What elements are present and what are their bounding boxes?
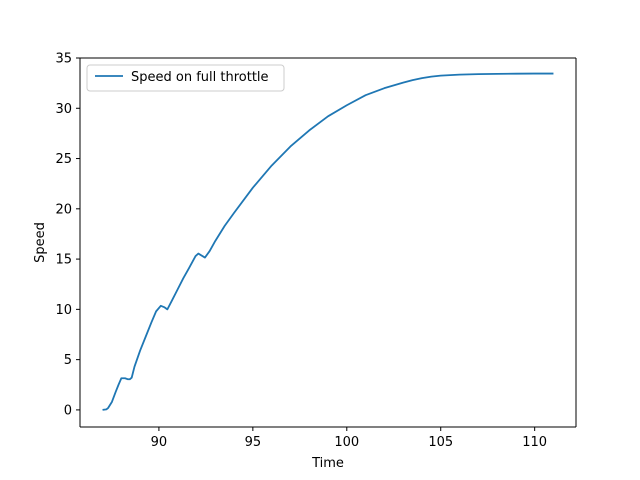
y-tick-label: 5 xyxy=(64,353,72,368)
y-tick-label: 25 xyxy=(55,152,72,167)
series-layer xyxy=(102,72,554,411)
x-tick-label: 100 xyxy=(334,435,359,450)
x-axis-label: Time xyxy=(311,456,344,471)
x-axis-ticks: 90 95 100 105 110 xyxy=(151,427,547,450)
plot-area xyxy=(80,58,576,427)
x-tick-label: 105 xyxy=(428,435,453,450)
y-tick-label: 35 xyxy=(55,52,72,67)
axes-frame xyxy=(79,57,577,428)
series-line-speed xyxy=(102,72,554,411)
legend: Speed on full throttle xyxy=(86,64,285,92)
x-tick-label: 90 xyxy=(151,435,168,450)
x-tick-label: 95 xyxy=(245,435,262,450)
y-tick-label: 15 xyxy=(55,253,72,268)
legend-box xyxy=(86,64,285,92)
y-tick-label: 20 xyxy=(55,202,72,217)
y-axis-ticks: 0 5 10 15 20 25 30 35 xyxy=(55,52,80,418)
y-tick-label: 10 xyxy=(55,303,72,318)
y-tick-label: 30 xyxy=(55,102,72,117)
x-tick-label: 110 xyxy=(522,435,547,450)
y-axis-label: Speed xyxy=(33,222,48,263)
y-tick-label: 0 xyxy=(64,403,72,418)
legend-label: Speed on full throttle xyxy=(131,70,269,85)
